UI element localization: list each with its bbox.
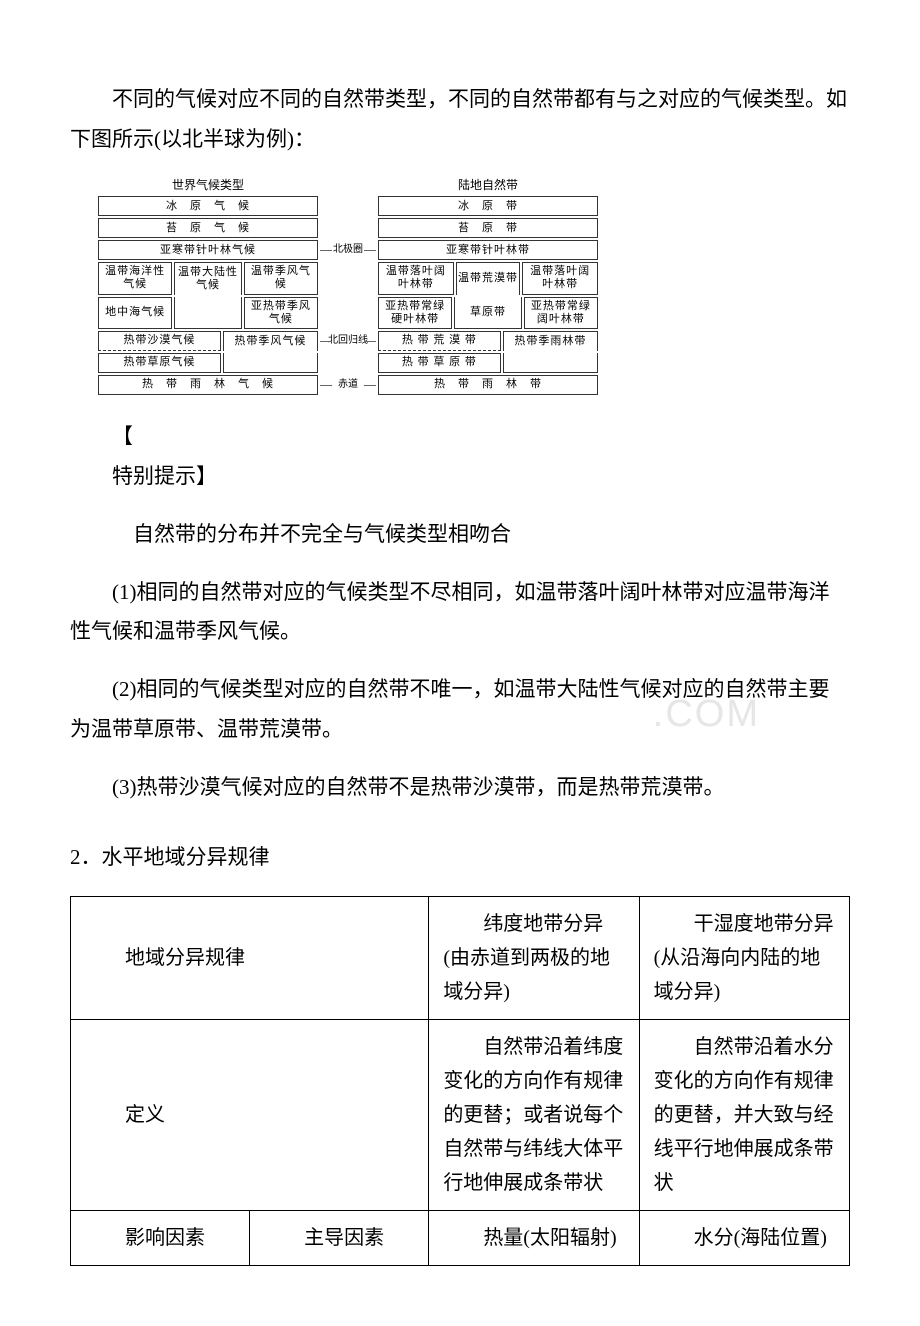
cell-tropical-desert-zone: 热 带 荒 漠 带 [378, 331, 501, 351]
note-point-1: (1)相同的自然带对应的气候类型不尽相同，如温带落叶阔叶林带对应温带海洋性气候和… [70, 573, 850, 653]
cell-rainforest-climate: 热 带 雨 林 气 候 [98, 375, 318, 395]
note-title: 特别提示】 [70, 457, 850, 497]
cell-savanna-zone: 热 带 草 原 带 [378, 353, 501, 373]
cell-tropical-desert-climate: 热带沙漠气候 [98, 331, 221, 351]
section-2-title: 2．水平地域分异规律 [70, 838, 850, 878]
cell-tropical-monsoon-forest-cont [503, 353, 598, 373]
cell-savanna-climate: 热带草原气候 [98, 353, 221, 373]
cell-tropical-monsoon-cont [223, 353, 318, 373]
climate-zonation-diagram: 世界气候类型 陆地自然带 冰 原 气 候 冰 原 带 苔 原 气 候 苔 原 带… [98, 178, 598, 395]
label-equator: 赤道 [318, 375, 378, 395]
th-moisture: 干湿度地带分异(从沿海向内陆的地域分异) [639, 896, 849, 1019]
cell-oceanic-climate: 温带海洋性气候 [98, 262, 172, 294]
note-open-bracket: 【 [70, 417, 850, 457]
row-factor-moisture: 水分(海陆位置) [639, 1210, 849, 1265]
differentiation-table: 地域分异规律 纬度地带分异(由赤道到两极的地域分异) 干湿度地带分异(从沿海向内… [70, 896, 850, 1266]
cell-subtropical-monsoon: 亚热带季风气候 [244, 297, 318, 329]
row-definition-moisture: 自然带沿着水分变化的方向作有规律的更替，并大致与经线平行地伸展成条带状 [639, 1019, 849, 1210]
note-point-2: (2)相同的气候类型对应的自然带不唯一，如温带大陆性气候对应的自然带主要为温带草… [70, 670, 850, 750]
cell-ice-climate: 冰 原 气 候 [98, 196, 318, 216]
cell-sclerophyll-zone: 亚热带常绿硬叶林带 [378, 297, 452, 329]
cell-tundra-zone: 苔 原 带 [378, 218, 598, 238]
cell-tropical-monsoon-forest-zone: 热带季雨林带 [503, 331, 598, 351]
cell-tropical-monsoon-climate: 热带季风气候 [223, 331, 318, 351]
cell-deciduous-zone-1: 温带落叶阔叶林带 [378, 262, 454, 294]
row-definition-latitude: 自然带沿着纬度变化的方向作有规律的更替；或者说每个自然带与纬线大体平行地伸展成条… [429, 1019, 639, 1210]
cell-steppe-zone: 草原带 [454, 297, 521, 329]
intro-paragraph: 不同的气候对应不同的自然带类型，不同的自然带都有与之对应的气候类型。如下图所示(… [70, 80, 850, 160]
row-factor-latitude: 热量(太阳辐射) [429, 1210, 639, 1265]
row-factor-label-2: 主导因素 [250, 1210, 429, 1265]
cell-subarctic-climate: 亚寒带针叶林气候 [98, 240, 318, 260]
cell-monsoon-temperate-climate: 温带季风气候 [244, 262, 318, 294]
cell-desert-temperate-zone: 温带荒漠带 [456, 262, 521, 294]
diagram-head-left: 世界气候类型 [98, 178, 318, 192]
th-rule: 地域分异规律 [71, 896, 429, 1019]
diagram-spacer [318, 178, 378, 192]
th-latitude: 纬度地带分异(由赤道到两极的地域分异) [429, 896, 639, 1019]
cell-rainforest-zone: 热 带 雨 林 带 [378, 375, 598, 395]
cell-continental-cont [174, 297, 241, 329]
label-arctic-circle: 北极圈 [318, 240, 378, 260]
cell-evergreen-broadleaf-zone: 亚热带常绿阔叶林带 [524, 297, 598, 329]
cell-mediterranean-climate: 地中海气候 [98, 297, 172, 329]
cell-deciduous-zone-2: 温带落叶阔叶林带 [522, 262, 598, 294]
label-tropic: 北回归线 [318, 331, 378, 351]
diagram-head-right: 陆地自然带 [378, 178, 598, 192]
cell-continental-climate: 温带大陆性气候 [174, 262, 241, 294]
row-factor-label-1: 影响因素 [71, 1210, 250, 1265]
cell-ice-zone: 冰 原 带 [378, 196, 598, 216]
cell-subarctic-zone: 亚寒带针叶林带 [378, 240, 598, 260]
note-point-3: (3)热带沙漠气候对应的自然带不是热带沙漠带，而是热带荒漠带。 [70, 768, 850, 808]
note-subtitle: 自然带的分布并不完全与气候类型相吻合 [70, 515, 850, 555]
row-definition-label: 定义 [71, 1019, 429, 1210]
cell-tundra-climate: 苔 原 气 候 [98, 218, 318, 238]
